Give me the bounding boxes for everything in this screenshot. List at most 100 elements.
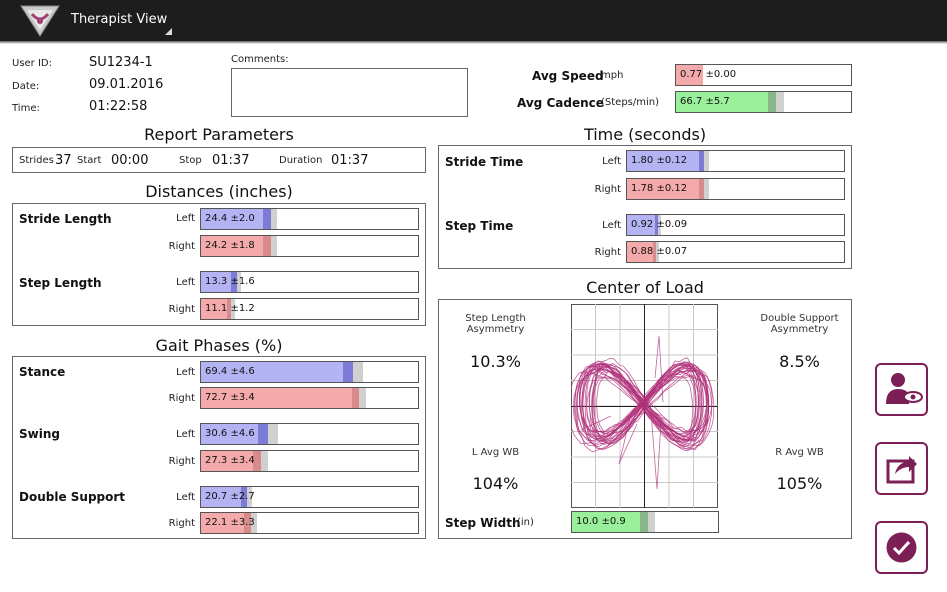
stance-label: Stance [19, 365, 66, 379]
bar-sd [241, 487, 247, 507]
step-time-label: Step Time [445, 219, 514, 233]
stride-length-label: Stride Length [19, 212, 112, 226]
bar-sd [352, 388, 359, 408]
avg-cadence-unit: (Steps/min) [601, 97, 660, 108]
stride-length-right-label: Right [168, 241, 195, 252]
date-value: 09.01.2016 [89, 77, 164, 92]
swing-left-value: 30.6 ±4.6 [205, 428, 255, 439]
bar-sd-ext [271, 236, 277, 256]
step-length-left-label: Left [176, 277, 195, 288]
avg-speed-bar: 0.77 ±0.00 [675, 64, 852, 86]
step-width-value: 10.0 ±0.9 [576, 516, 626, 527]
step-time-right-bar: 0.88 ±0.07 [626, 241, 845, 263]
step-length-label: Step Length [19, 276, 102, 290]
bar-fill [201, 487, 241, 507]
menu-caret-icon[interactable] [165, 28, 172, 35]
bar-sd [253, 451, 261, 471]
double-support-right-label: Right [168, 518, 195, 529]
bar-sd-ext [251, 513, 257, 533]
stride-time-left-label: Left [602, 156, 621, 167]
stride-time-left-value: 1.80 ±0.12 [631, 155, 688, 166]
load-trace [576, 363, 710, 441]
stride-length-right-value: 24.2 ±1.8 [205, 240, 255, 251]
gait-phases-box [12, 356, 426, 539]
bar-fill [201, 362, 343, 382]
view-user-button[interactable] [875, 363, 928, 416]
bar-sd-ext [231, 299, 235, 319]
avg-speed-value: 0.77 ±0.00 [680, 69, 737, 80]
share-button[interactable] [875, 442, 928, 495]
avg-cadence-value: 66.7 ±5.7 [680, 96, 730, 107]
step-length-asym-value: 10.3% [470, 352, 521, 371]
avg-cadence-fill [676, 92, 768, 112]
stride-time-right-label: Right [594, 184, 621, 195]
double-support-asym-label-line2: Asymmetry [770, 324, 829, 335]
stop-value[interactable]: 01:37 [212, 153, 250, 168]
double-support-asym-label: Double Support Asymmetry [752, 313, 847, 335]
report-params-title: Report Parameters [144, 125, 294, 144]
r-avg-wb-label: R Avg WB [775, 447, 824, 458]
stride-time-left-bar: 1.80 ±0.12 [626, 150, 845, 172]
comments-label: Comments: [231, 54, 289, 65]
app-logo-icon[interactable] [18, 2, 62, 38]
step-width-label: Step Width [445, 516, 521, 530]
swing-label: Swing [19, 427, 60, 441]
bar-sd-ext [648, 512, 655, 532]
bar-sd [699, 151, 704, 171]
comments-field[interactable] [231, 68, 468, 117]
double-support-left-bar: 20.7 ±2.7 [200, 486, 419, 508]
step-length-left-value: 13.3 ±1.6 [205, 276, 255, 287]
stride-time-label: Stride Time [445, 155, 524, 169]
load-trace [618, 413, 638, 465]
bar-sd-ext [268, 424, 278, 444]
step-width-unit: (in) [517, 517, 534, 528]
date-label: Date: [12, 81, 40, 92]
double-support-asym-value: 8.5% [779, 352, 820, 371]
top-app-bar [0, 0, 947, 41]
user-view-icon [886, 373, 923, 404]
bar-sd [653, 242, 656, 262]
avg-cadence-bar: 66.7 ±5.7 [675, 91, 852, 113]
bar-sd [699, 179, 704, 199]
confirm-button[interactable] [875, 521, 928, 574]
stance-right-value: 72.7 ±3.4 [205, 392, 255, 403]
bar-fill [627, 242, 653, 262]
stance-left-bar: 69.4 ±4.6 [200, 361, 419, 383]
avg-cadence-label: Avg Cadence [517, 96, 604, 110]
strides-label: Strides [19, 155, 54, 166]
app-title[interactable]: Therapist View [71, 12, 168, 27]
time-value: 01:22:58 [89, 99, 148, 114]
load-trace [593, 357, 700, 448]
bar-sd-ext [247, 487, 252, 507]
bar-fill [201, 236, 263, 256]
swing-right-value: 27.3 ±3.4 [205, 455, 255, 466]
bar-sd-ext [704, 151, 709, 171]
step-time-left-value: 0.92 ±0.09 [631, 219, 688, 230]
bar-fill [201, 209, 263, 229]
bar-sd [263, 209, 271, 229]
double-support-left-value: 20.7 ±2.7 [205, 491, 255, 502]
bar-fill [572, 512, 640, 532]
bar-fill [201, 388, 352, 408]
stance-right-bar: 72.7 ±3.4 [200, 387, 419, 409]
bar-sd-ext [237, 272, 241, 292]
start-value[interactable]: 00:00 [111, 153, 149, 168]
check-icon [886, 532, 917, 563]
user-id-value: SU1234-1 [89, 55, 153, 70]
double-support-left-label: Left [176, 492, 195, 503]
bar-fill [201, 513, 244, 533]
stride-length-right-bar: 24.2 ±1.8 [200, 235, 419, 257]
strides-value: 37 [55, 153, 72, 168]
load-trace [579, 367, 709, 435]
bar-fill [201, 451, 253, 471]
step-time-left-bar: 0.92 ±0.09 [626, 214, 845, 236]
load-trace [580, 415, 612, 431]
bar-sd [343, 362, 353, 382]
avg-speed-label: Avg Speed [532, 69, 604, 83]
stride-length-left-label: Left [176, 213, 195, 224]
report-params-box [12, 147, 426, 173]
time-title: Time (seconds) [583, 125, 707, 144]
bar-sd-ext [658, 215, 661, 235]
bar-sd [258, 424, 268, 444]
bar-sd-ext [271, 209, 277, 229]
